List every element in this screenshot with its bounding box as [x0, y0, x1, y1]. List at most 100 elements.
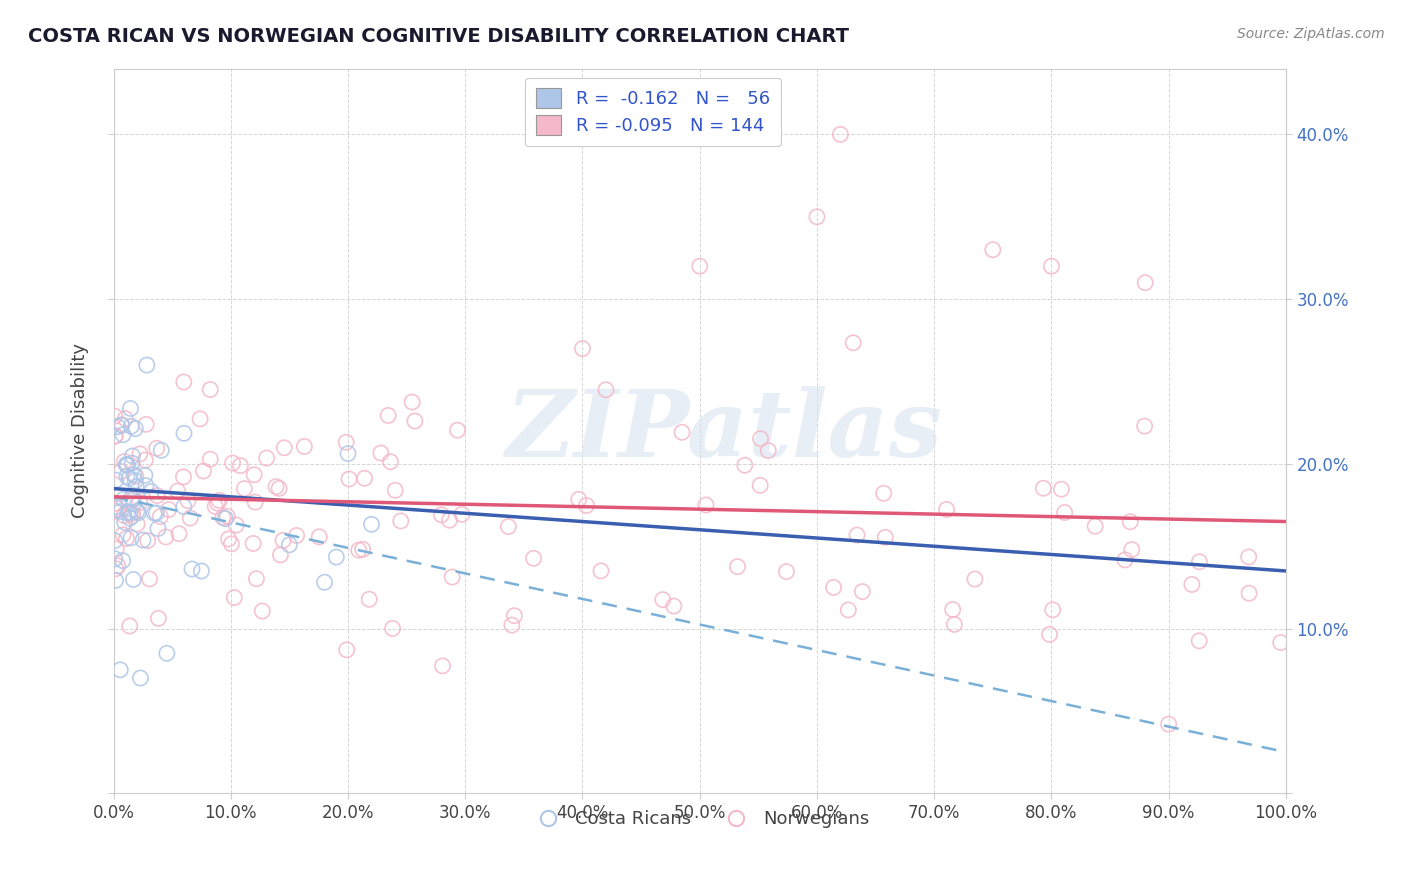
Point: [190, 564, 212, 578]
Point: [439, 513, 461, 527]
Point: [114, 515, 136, 529]
Point: [501, 618, 523, 632]
Point: [337, 472, 360, 486]
Point: [830, 128, 852, 142]
Point: [166, 484, 188, 499]
Point: [200, 452, 222, 467]
Point: [104, 496, 127, 510]
Point: [112, 527, 135, 541]
Point: [111, 417, 134, 432]
Point: [118, 471, 141, 485]
Point: [245, 572, 267, 586]
Point: [167, 526, 190, 541]
Point: [118, 619, 141, 633]
Point: [157, 502, 180, 516]
Point: [568, 492, 591, 507]
Point: [271, 533, 294, 548]
Point: [204, 500, 226, 514]
Point: [1157, 717, 1180, 731]
Point: [875, 530, 897, 544]
Point: [360, 517, 382, 532]
Point: [208, 493, 231, 508]
Point: [104, 500, 127, 514]
Point: [120, 401, 142, 416]
Point: [172, 470, 194, 484]
Point: [112, 508, 135, 523]
Point: [105, 501, 128, 516]
Point: [181, 562, 204, 576]
Point: [115, 469, 138, 483]
Point: [451, 508, 474, 522]
Point: [389, 514, 412, 528]
Point: [1040, 259, 1063, 273]
Point: [370, 446, 392, 460]
Point: [135, 358, 157, 372]
Point: [689, 259, 711, 273]
Point: [314, 575, 336, 590]
Point: [207, 496, 229, 510]
Point: [149, 509, 172, 524]
Point: [749, 432, 772, 446]
Point: [353, 471, 375, 485]
Point: [146, 522, 169, 536]
Point: [1133, 419, 1156, 434]
Point: [325, 550, 347, 565]
Point: [120, 419, 142, 434]
Point: [155, 530, 177, 544]
Point: [104, 551, 127, 566]
Point: [107, 558, 129, 573]
Point: [124, 474, 146, 488]
Point: [104, 429, 127, 443]
Point: [105, 541, 128, 556]
Point: [132, 533, 155, 547]
Point: [1038, 627, 1060, 641]
Point: [193, 464, 215, 478]
Point: [104, 574, 127, 588]
Point: [1032, 481, 1054, 495]
Point: [851, 584, 873, 599]
Point: [115, 458, 138, 473]
Point: [1084, 519, 1107, 533]
Point: [127, 516, 149, 531]
Point: [377, 409, 399, 423]
Point: [522, 551, 544, 566]
Point: [212, 510, 235, 524]
Point: [233, 482, 256, 496]
Point: [873, 486, 896, 500]
Point: [503, 608, 526, 623]
Point: [446, 423, 468, 437]
Point: [842, 335, 865, 350]
Point: [571, 342, 593, 356]
Point: [935, 502, 957, 516]
Point: [575, 499, 598, 513]
Point: [775, 565, 797, 579]
Point: [221, 456, 243, 470]
Point: [695, 498, 717, 512]
Point: [1050, 482, 1073, 496]
Point: [256, 451, 278, 466]
Point: [127, 506, 149, 520]
Point: [651, 592, 673, 607]
Point: [846, 528, 869, 542]
Point: [749, 478, 772, 492]
Point: [217, 509, 239, 524]
Point: [150, 443, 173, 458]
Point: [148, 611, 170, 625]
Point: [145, 506, 167, 520]
Point: [1135, 276, 1157, 290]
Point: [756, 443, 779, 458]
Text: ZIPatlas: ZIPatlas: [505, 386, 942, 476]
Point: [121, 509, 143, 524]
Point: [981, 243, 1004, 257]
Point: [177, 493, 200, 508]
Point: [1270, 635, 1292, 649]
Point: [441, 570, 464, 584]
Point: [114, 411, 136, 425]
Point: [1181, 577, 1204, 591]
Point: [359, 592, 381, 607]
Point: [110, 465, 132, 479]
Point: [128, 495, 150, 509]
Point: [104, 429, 127, 443]
Point: [156, 646, 179, 660]
Point: [134, 453, 156, 467]
